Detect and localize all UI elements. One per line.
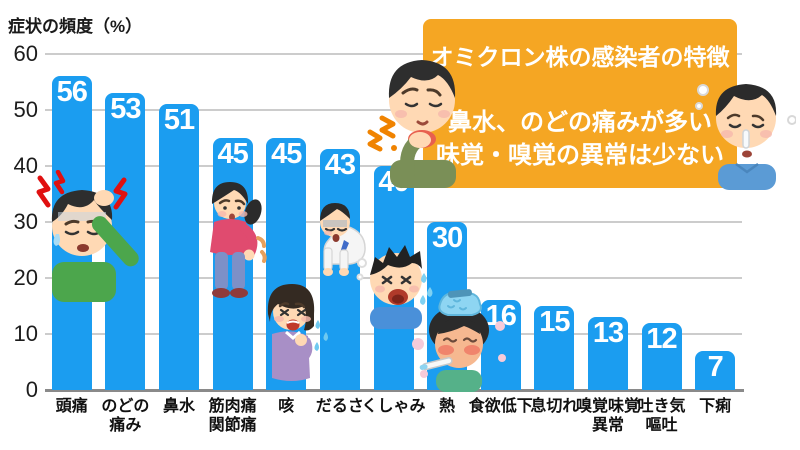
fatigued-man-illustration [320, 203, 366, 276]
x-category-label: 食欲低下 [468, 398, 533, 415]
x-category-label: くしゃみ [361, 398, 426, 415]
chart-bar: 12 [641, 322, 682, 390]
bar-value-label: 30 [431, 222, 463, 254]
bar-value-label: 45 [271, 138, 302, 170]
bar-value-label: 7 [707, 350, 724, 383]
x-category-label: のどの 痛み [101, 398, 150, 434]
chart-bar: 15 [534, 306, 575, 390]
callout-box: オミクロン株の感染者の特徴 鼻水、のどの痛みが多い 味覚・嗅覚の異常は少ない [423, 19, 737, 188]
x-category-label: 咳 [278, 398, 295, 415]
headache-man-illustration [36, 170, 139, 302]
x-category-label: 下痢 [699, 398, 732, 415]
x-category-label: 筋肉痛 関節痛 [208, 398, 257, 434]
sneezing-man-illustration [356, 245, 433, 329]
x-axis-line [45, 389, 744, 392]
runny-nose-boy-illustration [695, 84, 796, 190]
bar-value-label: 56 [56, 76, 88, 109]
y-tick-label: 30 [13, 209, 38, 234]
back-pain-woman-illustration [210, 182, 267, 298]
callout-line-1: 鼻水、のどの痛みが多い [448, 109, 712, 136]
coughing-woman-illustration [267, 284, 328, 381]
y-tick-label: 60 [13, 41, 38, 66]
bar-value-label: 51 [163, 104, 195, 137]
x-category-label: 頭痛 [55, 398, 88, 415]
callout-body: 鼻水、のどの痛みが多い 味覚・嗅覚の異常は少ない [423, 106, 737, 172]
bar-value-label: 45 [217, 138, 249, 170]
chart-bar: 7 [695, 350, 736, 390]
y-tick-label: 50 [13, 97, 38, 122]
x-category-label: 熱 [439, 398, 456, 415]
y-tick-label: 10 [13, 321, 38, 346]
chart-bar: 13 [587, 317, 628, 390]
x-category-label: 鼻水 [163, 398, 196, 415]
x-category-label: だるさ [315, 398, 364, 415]
x-category-label: 吐き気 嘔吐 [637, 398, 686, 434]
bar-value-label: 43 [324, 149, 356, 182]
bar-value-label: 13 [592, 317, 624, 350]
bar-value-label: 53 [110, 93, 141, 126]
x-category-label: 嗅覚味覚 異常 [575, 398, 640, 434]
bar-value-label: 15 [539, 306, 570, 338]
bar-value-label: 12 [646, 322, 677, 355]
gridline-60 [45, 53, 742, 55]
fever-woman-illustration [412, 289, 506, 392]
y-tick-label: 0 [25, 377, 38, 402]
y-tick-label: 20 [13, 265, 38, 290]
chart-bar: 16 [480, 300, 521, 390]
y-axis-title: 症状の頻度（%） [8, 17, 143, 36]
y-tick-label: 40 [13, 153, 38, 178]
callout-line-2: 味覚・嗅覚の異常は少ない [436, 142, 724, 169]
chart-bar: 51 [159, 104, 200, 390]
sore-throat-man-illustration [367, 60, 456, 188]
x-category-label: 息切れ [530, 398, 579, 415]
callout-title: オミクロン株の感染者の特徴 [430, 44, 730, 70]
